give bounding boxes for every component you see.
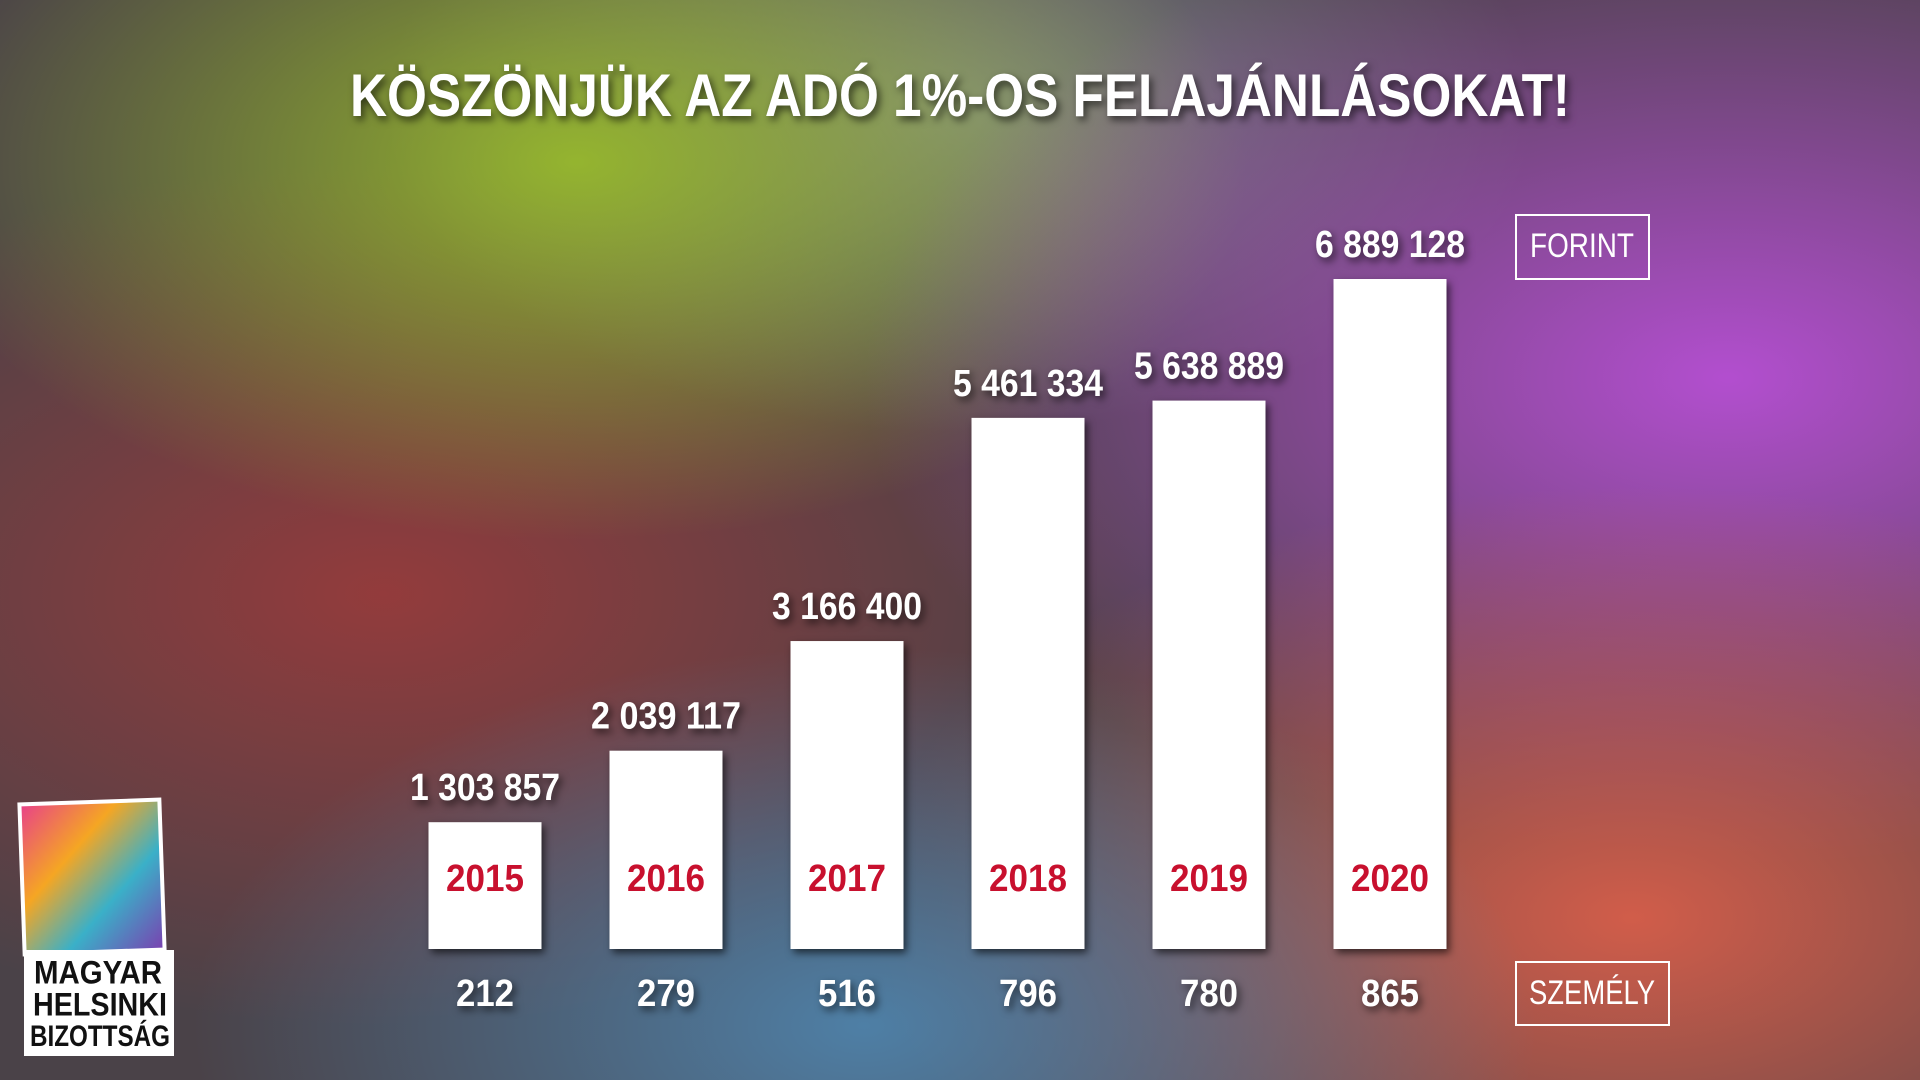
category-label: 2020 [1351,858,1429,900]
bar [1152,400,1266,949]
category-label: 2017 [808,858,886,900]
logo-plate [24,950,174,1056]
logo-text: HELSINKI [33,986,167,1022]
logo-text: MAGYAR [34,954,162,990]
chart-title: KÖSZÖNJÜK AZ ADÓ 1%-OS FELAJÁNLÁSOKAT! [350,62,1570,129]
value-label: 1 303 857 [410,767,560,809]
persons-value: 796 [999,973,1057,1015]
logo-text: BIZOTTSÁG [30,1019,170,1053]
persons-value: 865 [1361,973,1419,1015]
value-label: 5 638 889 [1134,346,1284,388]
value-label: 3 166 400 [772,586,922,628]
persons-value: 780 [1180,973,1238,1015]
unit-label: FORINT [1530,227,1634,265]
bar [428,822,542,949]
bar [790,641,904,949]
persons-value: 212 [456,973,514,1015]
logo: MAGYAR HELSINKI BIZOTTSÁG [17,797,174,1056]
persons-value: 279 [637,973,695,1015]
bar [1333,279,1447,949]
category-label: 2019 [1170,858,1248,900]
persons-value: 516 [818,973,876,1015]
value-label: 6 889 128 [1315,224,1465,266]
category-label: 2018 [989,858,1067,900]
bar [971,417,1085,950]
category-label: 2016 [627,858,705,900]
value-label: 5 461 334 [953,363,1103,405]
persons-label: SZEMÉLY [1529,974,1655,1012]
category-label: 2015 [446,858,524,900]
value-label: 2 039 117 [591,696,741,738]
persons-box [1515,961,1670,1026]
logo-art [17,797,167,957]
bar [609,750,723,949]
unit-box [1515,214,1650,280]
